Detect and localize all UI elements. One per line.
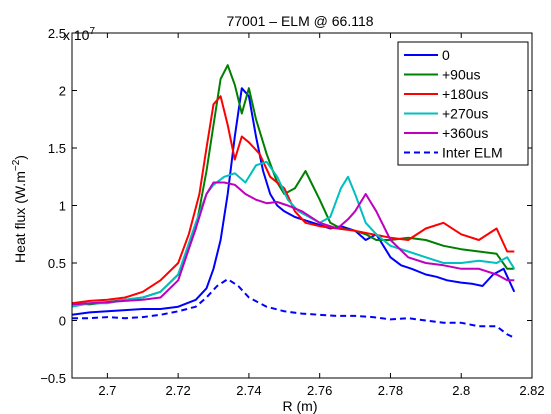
y-tick-label: 0 [59, 314, 66, 329]
y-tick-label: 1 [59, 199, 66, 214]
y-tick-label: 2 [59, 84, 66, 99]
x-tick-label: 2.82 [519, 383, 544, 398]
legend-label-5: Inter ELM [442, 145, 503, 161]
legend-label-4: +360us [442, 125, 488, 141]
y-tick-label: 0.5 [48, 256, 66, 271]
legend: 0 +90us +180us +270us +360us Inter ELM [397, 41, 529, 166]
chart-title: 77001 – ELM @ 66.118 [226, 13, 373, 29]
series-line-5 [72, 278, 515, 339]
y-axis-label-exponent: −2 [11, 159, 22, 171]
x-tick-label: 2.7 [98, 383, 116, 398]
y-tick-label: 1.5 [48, 141, 66, 156]
y-tick-label: −0.5 [40, 371, 66, 386]
legend-label-2: +180us [442, 86, 488, 102]
series-lines [72, 64, 516, 339]
axes: 2.7 2.72 2.74 2.76 2.78 2.8 2.82 −0.5 0 0.5 1 1.5 2 2… [40, 26, 544, 398]
plot-area [72, 64, 516, 339]
x-tick-label: 2.78 [378, 383, 403, 398]
y-tick-label: 2.5 [48, 26, 66, 41]
y-multiplier-base: x 10 [63, 27, 90, 43]
legend-label-1: +90us [442, 67, 481, 83]
x-tick-label: 2.8 [452, 383, 470, 398]
y-axis-label-main: Heat flux (W.m [12, 171, 28, 263]
series-line-0 [72, 87, 516, 316]
x-tick-label: 2.74 [236, 383, 261, 398]
x-tick-label: 2.72 [165, 383, 190, 398]
y-multiplier: x 107 [63, 26, 95, 43]
legend-box [397, 41, 529, 166]
y-axis-label: Heat flux (W.m−2) [11, 155, 28, 263]
x-axis-label: R (m) [283, 398, 318, 414]
y-multiplier-exponent: 7 [89, 26, 95, 37]
series-line-2 [72, 95, 515, 305]
series-line-3 [72, 160, 516, 308]
legend-label-0: 0 [442, 47, 450, 63]
x-tick-label: 2.76 [307, 383, 332, 398]
legend-label-3: +270us [442, 106, 488, 122]
y-axis-label-close: ) [12, 155, 28, 160]
series-line-4 [72, 181, 515, 306]
